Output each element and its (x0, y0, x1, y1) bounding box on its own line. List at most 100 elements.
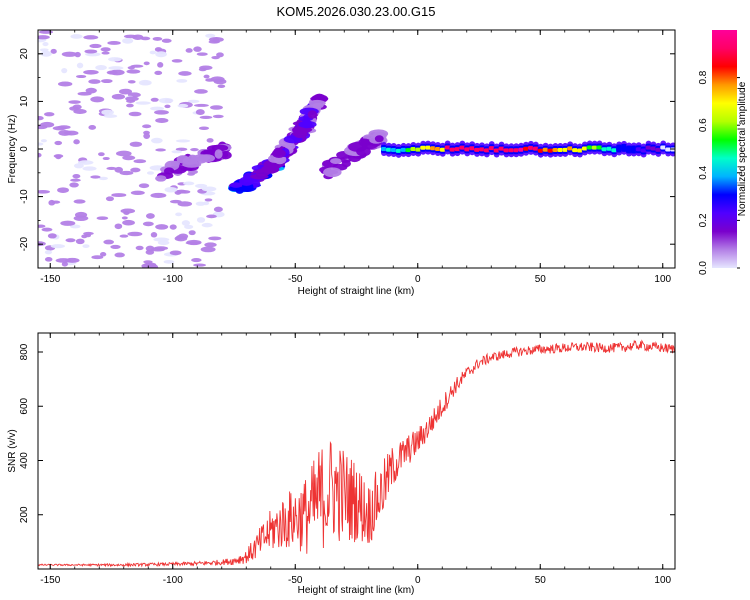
spectrogram-cell (128, 111, 142, 117)
spectrogram-cell (135, 101, 151, 105)
spectrogram-cell (140, 36, 151, 41)
snr-y-tick-label: 600 (19, 397, 30, 414)
spectrogram-cell (161, 38, 172, 43)
spectrogram-cell (75, 74, 87, 79)
spectrogram-cell (103, 239, 115, 245)
spectrogram-x-tick-label: 50 (535, 274, 547, 285)
spectrogram-y-tick-label: -10 (19, 189, 30, 204)
spectrogram-cell (503, 148, 510, 153)
spectrogram-cell (83, 69, 99, 75)
spectrogram-cell (205, 78, 215, 82)
spectrogram-cell (181, 220, 191, 226)
spectrogram-cell (127, 80, 136, 84)
spectrogram-cell (55, 154, 62, 160)
spectrogram-cell (493, 148, 500, 153)
spectrogram-cell (150, 247, 165, 252)
spectrogram-cell (127, 66, 136, 70)
snr-xlabel: Height of straight line (km) (298, 585, 415, 596)
spectrogram-cell (150, 192, 167, 198)
spectrogram-x-tick-label: -150 (40, 274, 60, 285)
spectrogram-cell (611, 148, 618, 153)
spectrogram-cell (169, 224, 177, 230)
spectrogram-cell (205, 33, 216, 38)
spectrogram-cell (596, 145, 603, 150)
spectrogram-cell (83, 231, 94, 236)
spectrogram-cell (449, 147, 456, 152)
spectrogram-cell (528, 145, 534, 150)
spectrogram-cell (420, 145, 427, 150)
spectrogram-cell (187, 99, 200, 103)
spectrogram-cell (601, 147, 608, 152)
spectrogram-cell (51, 200, 61, 204)
spectrogram-cell (155, 117, 169, 123)
spectrogram-cell (126, 69, 141, 74)
spectrogram-cell (157, 240, 170, 246)
spectrogram-x-tick-label: -100 (163, 274, 183, 285)
spectrogram-cell (61, 67, 68, 74)
spectrogram-cell (464, 147, 471, 152)
spectrogram-cell (57, 125, 71, 130)
spectrogram-cell (263, 165, 280, 174)
spectrogram-cell (301, 119, 312, 129)
snr-frame (37, 332, 676, 570)
spectrogram-cell (38, 152, 42, 158)
spectrogram-cell (73, 108, 87, 115)
snr-x-tick-label: -100 (163, 575, 183, 586)
spectrogram-cell (581, 146, 588, 151)
spectrogram-cell (385, 147, 392, 152)
snr-panel: -150 -100 -50 0 50 100 200 400 600 800 Height of … (7, 332, 676, 596)
spectrogram-cell (645, 145, 652, 150)
spectrogram-cell (186, 239, 202, 246)
colorbar-label: Normalized spectral amplitude (737, 81, 748, 216)
spectrogram-cell (488, 146, 495, 151)
spectrogram-cell (210, 105, 223, 110)
spectrogram-cell (50, 244, 66, 249)
spectrogram-cell (194, 183, 208, 189)
spectrogram-cell (650, 146, 657, 151)
spectrogram-cell (454, 147, 461, 152)
spectrogram-cell (103, 114, 118, 118)
spectrogram-cell (216, 52, 224, 58)
spectrogram-cell (239, 176, 254, 186)
spectrogram-cell (61, 51, 78, 57)
spectrogram-y-tick-label: 0 (19, 146, 30, 152)
colorbar: 0.0 0.2 0.4 0.6 0.8 Normalized spectral ampl… (698, 30, 748, 275)
snr-ylabel: SNR (v/v) (7, 429, 18, 472)
spectrogram-cell (57, 187, 69, 194)
spectrogram-cell (69, 224, 81, 229)
spectrogram-cell (109, 69, 125, 76)
spectrogram-cell (591, 145, 598, 150)
snr-y-tick-label: 800 (19, 343, 30, 360)
spectrogram-cell (606, 146, 613, 151)
spectrogram-cell (169, 250, 182, 256)
spectrogram-cell (135, 245, 144, 251)
spectrogram-cell (39, 48, 49, 52)
spectrogram-cell (129, 141, 143, 147)
spectrogram-cell (196, 52, 208, 56)
snr-x-tick-label: -150 (40, 575, 60, 586)
spectrogram-cell (73, 139, 80, 145)
spectrogram-cell (308, 99, 326, 107)
spectrogram-cell (96, 216, 109, 220)
spectrogram-cell (195, 109, 205, 116)
spectrogram-feature (38, 30, 227, 268)
spectrogram-cell (111, 193, 127, 198)
spectrogram-cell (192, 154, 211, 162)
spectrogram-cell (206, 138, 214, 143)
spectrogram-cell (542, 147, 549, 152)
spectrogram-feature (319, 129, 389, 180)
spectrogram-xlabel: Height of straight line (km) (298, 286, 415, 297)
colorbar-tick-label: 0.4 (698, 165, 709, 179)
spectrogram-cell (44, 112, 55, 117)
spectrogram-cell (178, 71, 192, 76)
spectrogram-cell (145, 213, 155, 219)
spectrogram-cell (122, 155, 136, 161)
spectrogram-cell (142, 81, 151, 85)
spectrogram-cell (567, 146, 574, 151)
spectrogram-cell (145, 249, 155, 255)
spectrogram-cell (58, 130, 72, 136)
spectrogram-cell (114, 166, 124, 173)
spectrogram-cell (130, 190, 145, 196)
spectrogram-cell (72, 173, 81, 179)
spectrogram-x-tick-label: -50 (288, 274, 303, 285)
